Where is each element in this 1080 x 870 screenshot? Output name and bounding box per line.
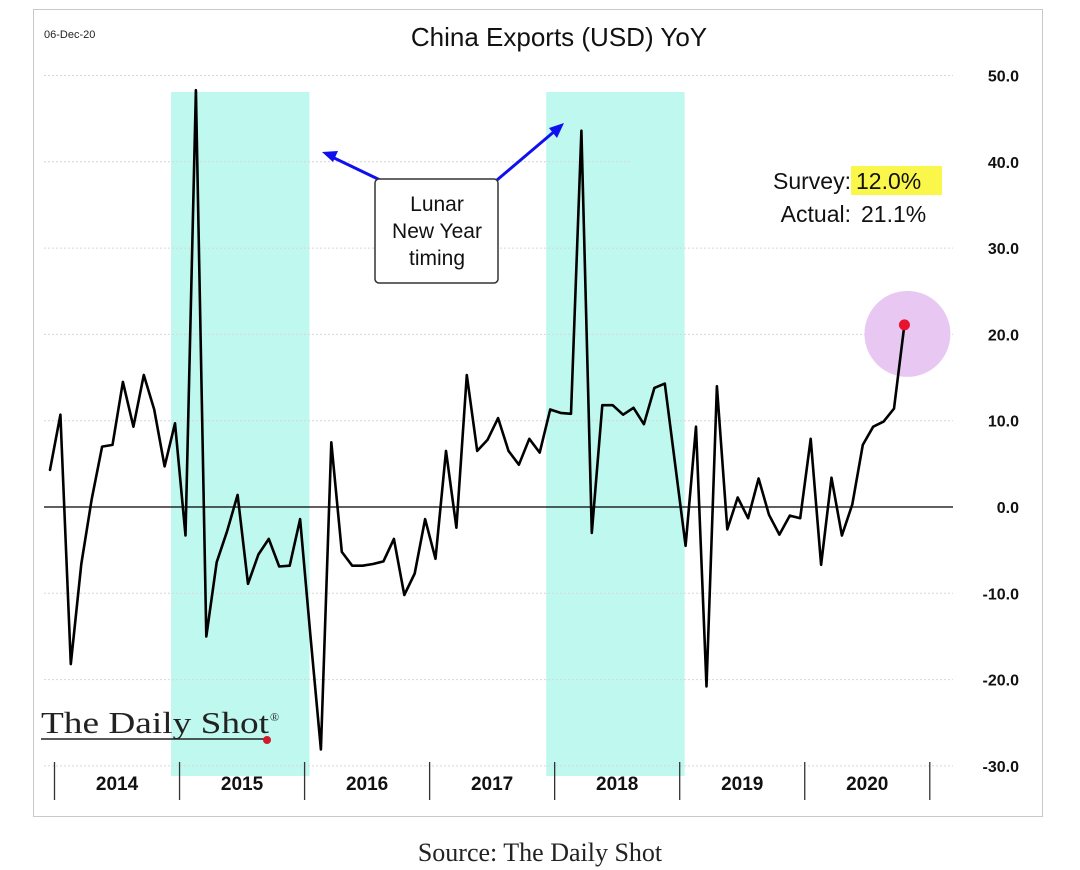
y-tick-label: 50.0 [988,69,1019,86]
y-tick-label: 20.0 [988,327,1019,344]
actual-value: 21.1% [861,201,926,227]
callout-arrow-right [496,128,557,182]
x-year-label: 2014 [96,774,139,795]
highlight-circle-layer [864,290,951,377]
daily-shot-logo: The Daily Shot ® [41,705,279,744]
y-tick-label: -20.0 [983,673,1020,690]
chart-frame [33,9,1043,817]
y-axis: 50.0 40.0 30.0 20.0 10.0 0.0 -10.0 -20.0 -30.0 [983,69,1020,776]
y-tick-label: 10.0 [988,414,1019,431]
logo-registered-mark: ® [270,710,279,724]
x-year-label: 2016 [346,774,388,795]
logo-text: The Daily Shot [41,705,269,740]
y-tick-label: 30.0 [988,241,1019,258]
y-tick-label: -10.0 [983,586,1020,603]
x-year-label: 2018 [596,774,638,795]
survey-label: Survey: [773,168,851,194]
chart-title: China Exports (USD) YoY [411,22,707,52]
callout-line-3: timing [409,247,465,270]
y-tick-label: -30.0 [983,759,1020,776]
actual-label: Actual: [781,201,851,227]
shaded-period-1 [171,92,310,776]
shaded-period-2 [546,92,685,776]
x-axis: 2014 2015 2016 2017 2018 2019 2020 [53,762,931,800]
lunar-new-year-callout: Lunar New Year timing [322,123,564,284]
series-line [48,88,906,751]
survey-actual-annotation: Survey: 12.0% Actual: 21.1% [773,166,942,227]
y-tick-label: 40.0 [988,155,1019,172]
x-year-label: 2015 [221,774,264,795]
callout-line-2: New Year [392,220,482,243]
highlight-circle [864,290,951,377]
survey-highlight [851,166,942,195]
survey-value: 12.0% [856,168,921,194]
highlight-point [898,319,910,331]
callout-line-1: Lunar [410,193,464,216]
callout-arrowhead-right [549,123,564,138]
series-line-layer [48,88,906,751]
date-stamp: 06-Dec-20 [44,29,95,41]
shaded-periods [171,92,685,776]
callout-arrowhead-left [322,151,338,162]
source-caption: Source: The Daily Shot [417,838,663,867]
highlight-dot-layer [898,319,910,331]
callout-box [374,178,499,284]
logo-dot [263,736,271,744]
y-tick-label: 0.0 [997,500,1019,517]
x-year-label: 2019 [721,774,763,795]
chart-svg: 06-Dec-20 China Exports (USD) YoY Lunar … [41,22,1020,800]
x-year-label: 2020 [846,774,888,795]
x-year-label: 2017 [471,774,513,795]
callout-arrow-left [329,154,381,182]
